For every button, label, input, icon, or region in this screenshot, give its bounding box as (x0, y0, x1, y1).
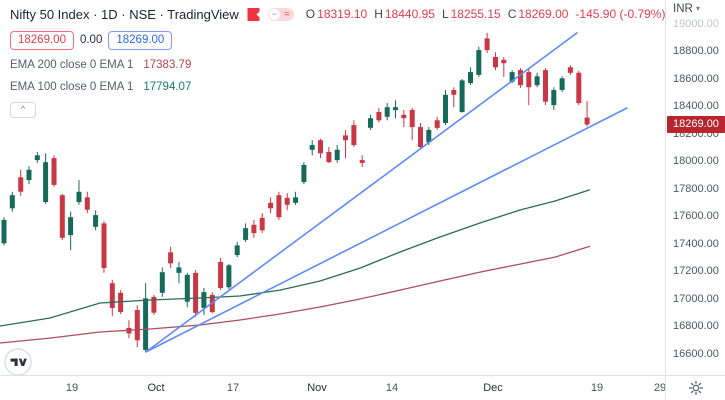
tradingview-logo[interactable] (4, 348, 32, 376)
price-tick: 18800.00 (673, 45, 719, 57)
time-tick: Nov (307, 382, 327, 394)
approx-icon: ≈ (284, 8, 290, 20)
flag-icon[interactable] (247, 7, 260, 21)
time-tick: 29 (653, 382, 667, 394)
price-tick: 17400.00 (673, 238, 719, 250)
price-tick: 16800.00 (673, 320, 719, 332)
bar-change-toggle[interactable]: − ≈ (267, 7, 294, 21)
high-value: 18440.95 (384, 7, 435, 21)
time-tick: 17 (226, 382, 240, 394)
price-tick: 17000.00 (673, 293, 719, 305)
currency-dropdown[interactable]: INR ▾ (673, 3, 701, 17)
chart-legend: Nifty 50 Index · 1D · NSE · TradingView … (10, 5, 667, 118)
trendlines-layer (145, 32, 628, 353)
spread-value: 0.00 (79, 34, 103, 46)
gear-icon[interactable] (688, 380, 704, 396)
minus-icon: − (268, 8, 280, 20)
change-value: -145.90 (-0.79%) (575, 7, 666, 21)
ohlc-values: O 18319.10 H 18440.95 L 18255.15 C 18269.00 -145… (305, 7, 666, 21)
time-tick: Dec (483, 382, 503, 394)
open-value: 18319.10 (317, 7, 368, 21)
time-axis[interactable]: 19 Oct 17 Nov 14 Dec 19 29 (0, 375, 667, 400)
ema-100-row[interactable]: EMA 100 close 0 EMA 1 17794.07 (10, 79, 667, 94)
price-tick: 17800.00 (673, 183, 719, 195)
ask-price-box: 18269.00 (108, 30, 173, 50)
symbol-title[interactable]: Nifty 50 Index · 1D · NSE · TradingView (10, 6, 239, 22)
time-tick: 19 (65, 382, 79, 394)
price-axis[interactable]: INR ▾ 18269.00 19000.00 18800.00 18600.00 1… (665, 0, 725, 375)
ema-200-label: EMA 200 close 0 EMA 1 (10, 58, 134, 71)
candles-layer (1, 32, 590, 352)
ema-100-value: 17794.07 (143, 80, 192, 93)
time-tick: Oct (147, 382, 165, 394)
price-tick: 18000.00 (673, 155, 719, 167)
price-tick: 17600.00 (673, 210, 719, 222)
price-tick: 17200.00 (673, 265, 719, 277)
chart-canvas[interactable] (0, 0, 665, 375)
price-tick: 19000.00 (673, 18, 719, 30)
bid-price-box: 18269.00 (10, 30, 74, 50)
time-tick: 19 (590, 382, 604, 394)
ema-200-row[interactable]: EMA 200 close 0 EMA 1 17383.79 (10, 57, 667, 72)
price-tick: 16600.00 (673, 348, 719, 360)
ema-100-label: EMA 100 close 0 EMA 1 (10, 80, 134, 93)
collapse-legend-button[interactable]: ^ (10, 102, 36, 118)
chevron-down-icon: ▾ (696, 4, 701, 13)
low-value: 18255.15 (450, 7, 501, 21)
time-tick: 14 (385, 382, 399, 394)
close-value: 18269.00 (518, 7, 569, 21)
axis-corner (665, 375, 725, 400)
last-price-badge: 18269.00 (667, 116, 725, 133)
price-tick: 18400.00 (673, 100, 719, 112)
ema-lines-layer (0, 189, 591, 344)
ema-200-value: 17383.79 (143, 58, 192, 71)
price-tick: 18600.00 (673, 73, 719, 85)
